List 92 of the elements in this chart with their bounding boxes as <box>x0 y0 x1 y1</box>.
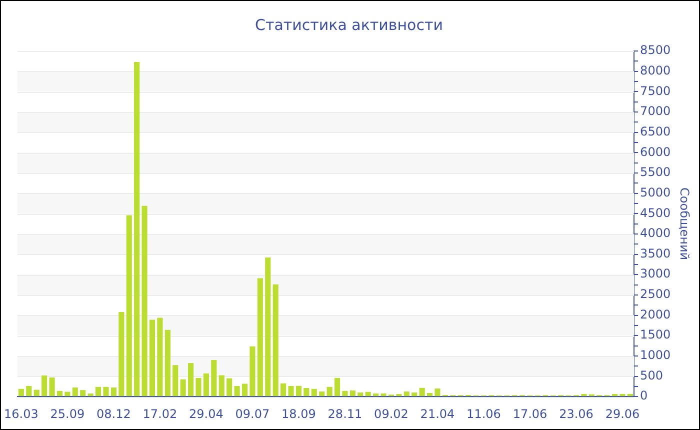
bar <box>365 392 371 396</box>
bar <box>126 215 132 396</box>
x-tick-label: 11.06 <box>466 406 501 421</box>
bar <box>118 312 124 396</box>
bar <box>203 373 209 396</box>
x-tick-label: 09.07 <box>235 406 270 421</box>
y-tick-label: 5000 <box>640 185 671 200</box>
bar <box>265 258 271 396</box>
y-tick-label: 2500 <box>640 287 671 302</box>
bar <box>103 386 109 396</box>
bar <box>180 379 186 396</box>
x-tick-label: 28.11 <box>328 406 362 421</box>
y-tick-label: 6500 <box>640 124 671 138</box>
y-axis-title: Сообщений <box>678 188 692 260</box>
x-tick-label: 18.09 <box>282 406 316 421</box>
y-tick-label: 3500 <box>640 246 671 260</box>
x-tick-label: 17.06 <box>512 406 548 421</box>
y-tick-label: 4000 <box>640 226 671 240</box>
bar <box>334 378 340 396</box>
bar <box>620 394 626 396</box>
x-tick-label: 16.03 <box>4 406 38 421</box>
chart-title: Статистика активности <box>255 16 443 34</box>
y-tick-label: 3000 <box>640 266 671 281</box>
y-tick-label: 2000 <box>640 307 671 322</box>
bar <box>157 318 163 396</box>
bar <box>272 284 278 396</box>
x-tick-label: 29.04 <box>189 406 224 421</box>
bar <box>188 363 194 396</box>
bar <box>426 392 433 396</box>
bar <box>56 390 63 396</box>
y-tick-label: 0 <box>640 388 648 403</box>
bar <box>434 388 440 396</box>
bar <box>72 387 78 396</box>
bar <box>358 392 364 396</box>
y-tick-label: 7500 <box>640 84 671 98</box>
bar <box>149 320 156 396</box>
y-tick-label: 7000 <box>640 104 671 118</box>
bar <box>342 390 348 396</box>
y-tick-label: 6000 <box>640 144 671 159</box>
bar <box>142 206 148 396</box>
bar <box>34 390 40 396</box>
bar <box>18 388 24 396</box>
bar <box>296 386 302 396</box>
bar <box>172 365 178 396</box>
bar <box>42 375 48 396</box>
x-tick-label: 25.09 <box>50 406 85 421</box>
bar <box>311 388 317 396</box>
bar <box>419 388 425 396</box>
bar <box>242 384 248 396</box>
y-tick-label: 5500 <box>640 165 671 180</box>
y-tick-label: 8000 <box>640 63 671 78</box>
bar <box>326 386 332 396</box>
bar <box>26 386 32 396</box>
y-tick-label: 1000 <box>640 348 671 362</box>
bar <box>350 390 356 396</box>
bar <box>404 392 410 396</box>
bar <box>319 392 325 396</box>
bar <box>49 377 55 396</box>
bar <box>234 386 240 396</box>
bar <box>280 383 286 396</box>
x-tick-label: 08.12 <box>96 406 131 421</box>
bar <box>64 392 70 396</box>
bar <box>88 394 94 396</box>
bar <box>581 394 587 396</box>
bar <box>396 394 402 396</box>
bar <box>226 378 232 396</box>
bar <box>380 394 386 396</box>
bar <box>412 392 418 396</box>
bar <box>627 394 633 396</box>
bar <box>612 394 618 396</box>
bar <box>134 62 140 396</box>
x-tick-label: 17.02 <box>142 406 178 421</box>
bar <box>257 278 263 396</box>
bar <box>373 394 379 396</box>
bar <box>218 375 224 396</box>
y-tick-label: 8500 <box>640 43 671 58</box>
y-tick-label: 4500 <box>640 206 671 220</box>
x-tick-label: 23.06 <box>559 406 594 421</box>
bar <box>288 386 294 396</box>
x-tick-label: 29.06 <box>605 406 640 421</box>
bar <box>80 390 86 396</box>
bar <box>250 346 256 396</box>
x-tick-label: 21.04 <box>420 406 455 421</box>
y-tick-label: 500 <box>640 368 663 382</box>
x-tick-label: 09.02 <box>374 406 408 421</box>
bar <box>196 378 202 396</box>
bar <box>110 387 116 396</box>
bar <box>164 330 170 396</box>
bar <box>211 360 217 396</box>
bar <box>95 386 102 396</box>
y-tick-label: 1500 <box>640 328 671 342</box>
bar <box>304 388 310 396</box>
